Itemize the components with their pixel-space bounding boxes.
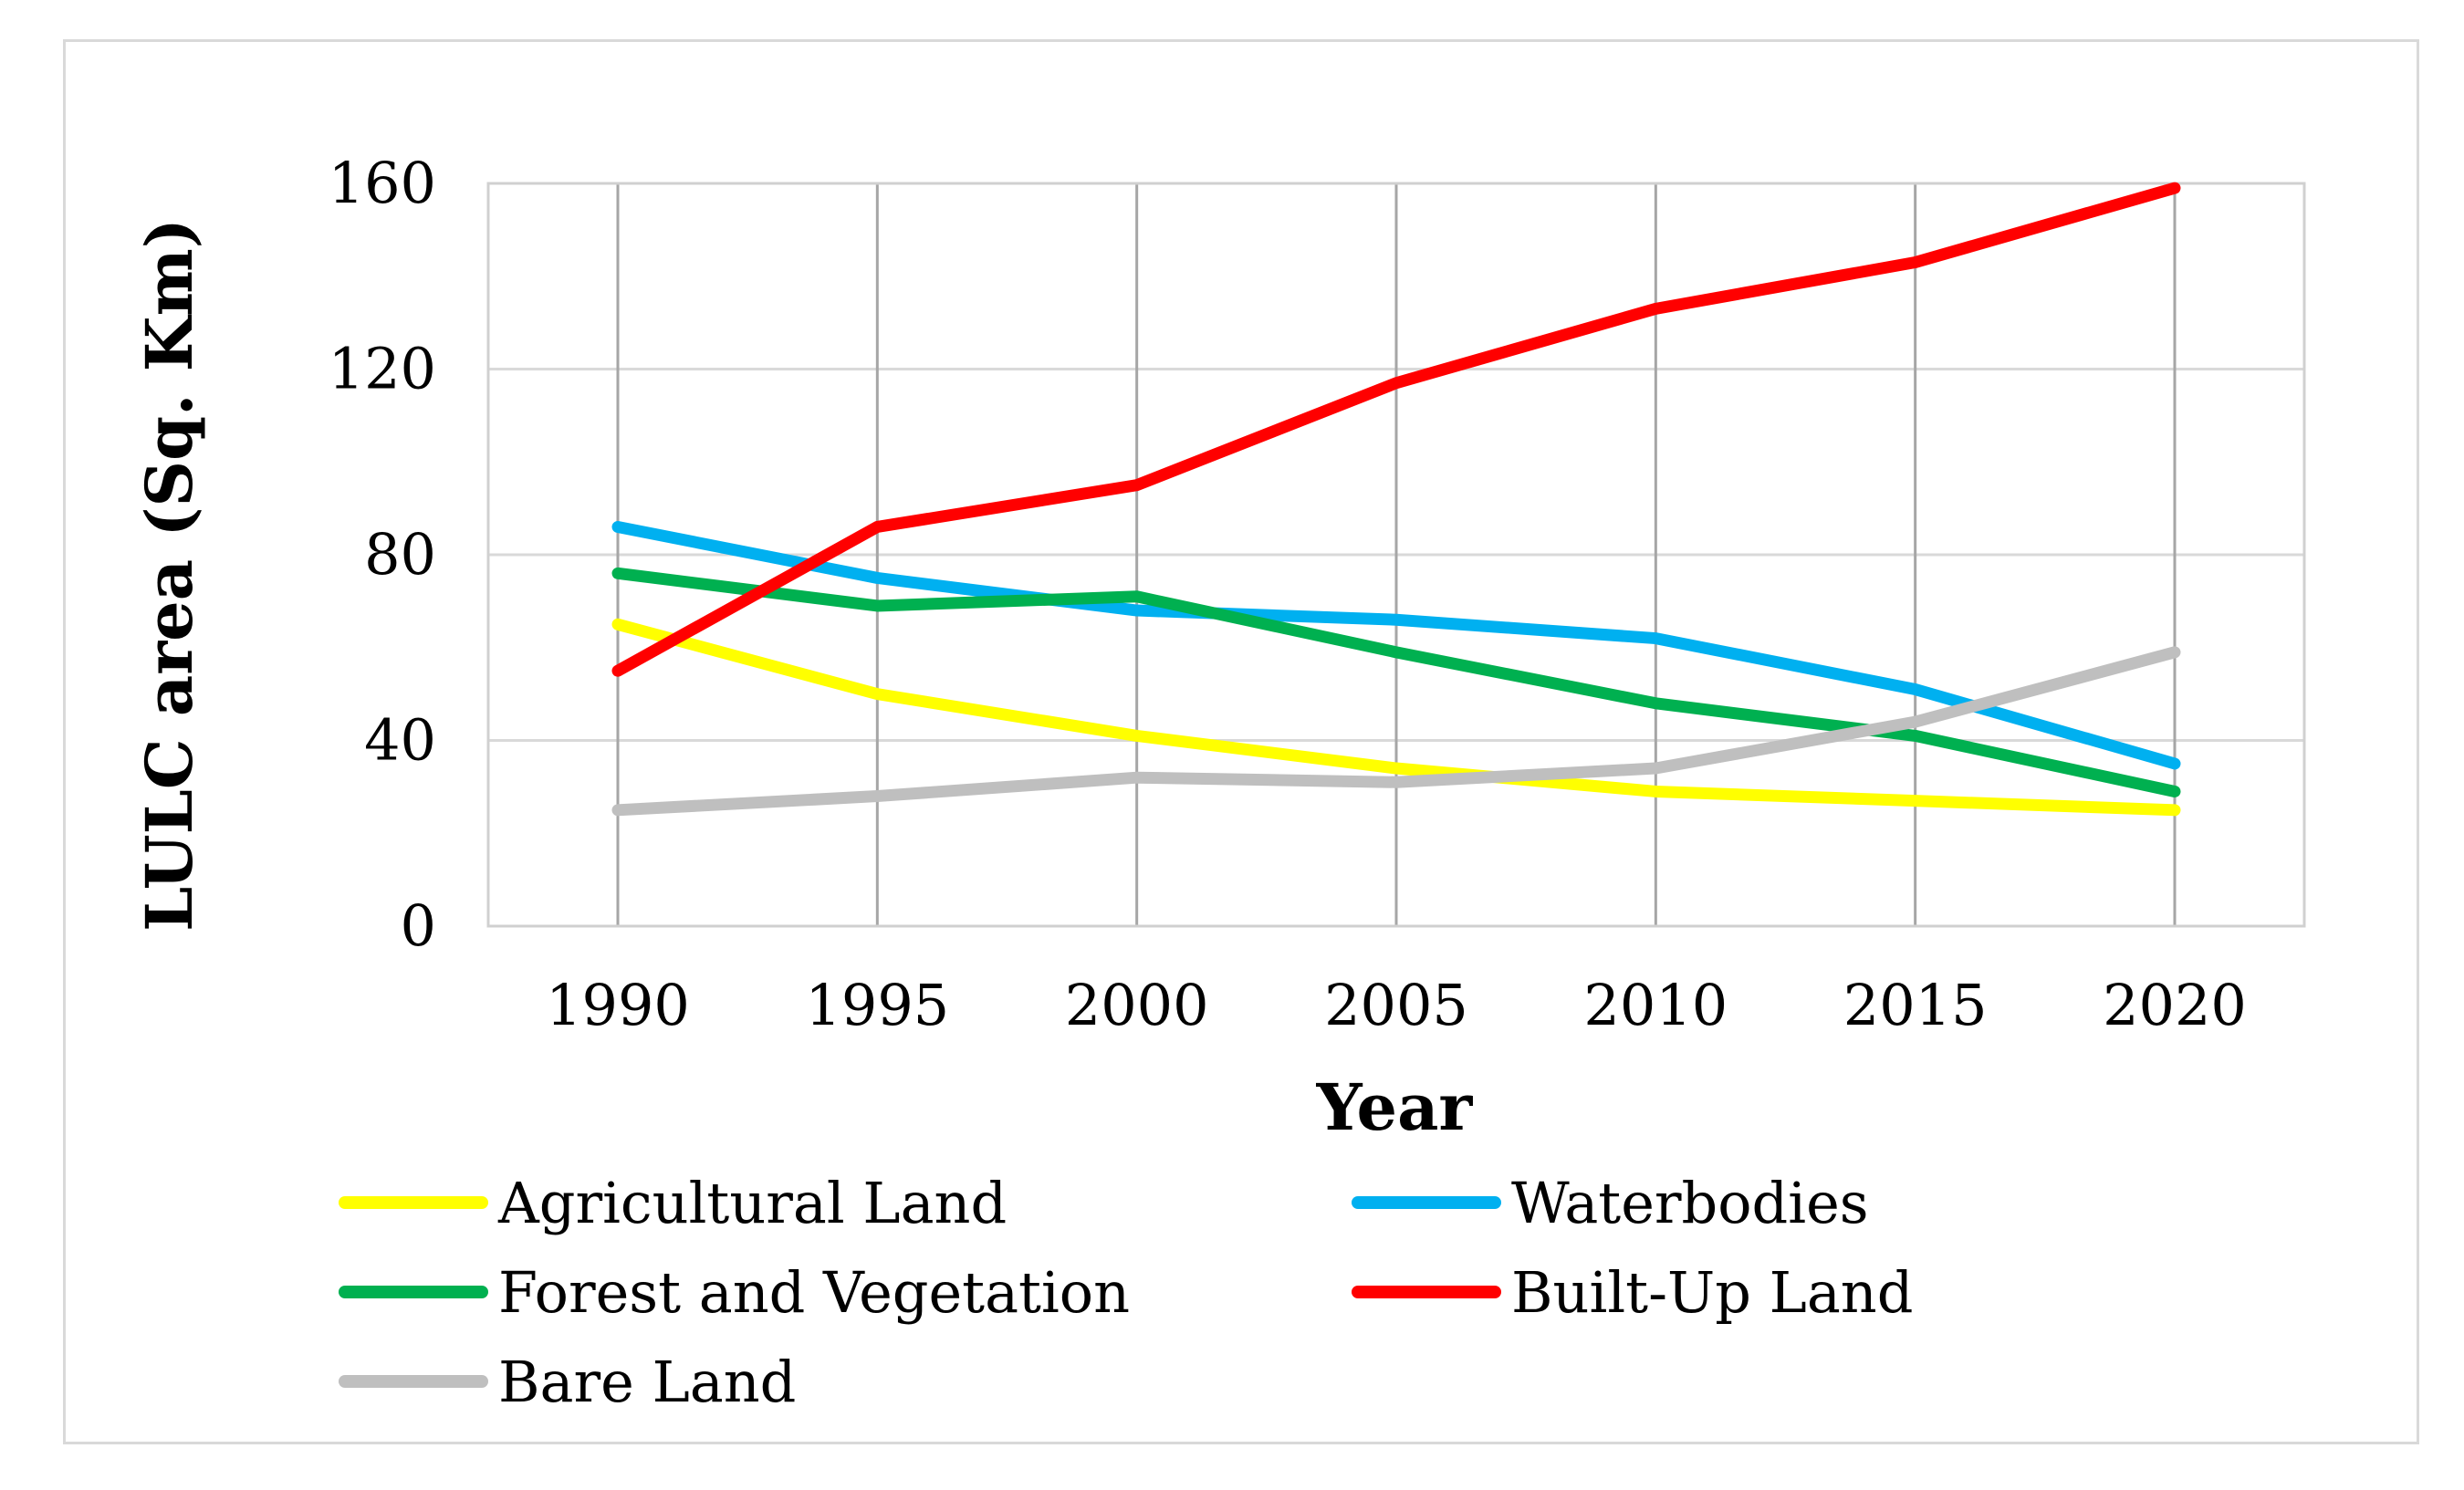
x-tick-label: 2020 [2103, 972, 2247, 1038]
legend-item-waterbodies: Waterbodies [1352, 1170, 1869, 1236]
legend-item-forest-and-vegetation: Forest and Vegetation [339, 1259, 1130, 1326]
x-tick-label: 1995 [805, 972, 949, 1038]
series-line-bare-land [611, 646, 2181, 817]
x-axis-ticks: 1990 1995 2000 2005 2010 2015 2020 [546, 972, 2247, 1038]
legend-label: Bare Land [498, 1349, 796, 1415]
y-tick-label: 80 [364, 521, 436, 588]
legend-label: Agricultural Land [497, 1170, 1007, 1236]
y-tick-label: 0 [401, 892, 436, 959]
x-axis-title: Year [1316, 1069, 1474, 1145]
legend-label: Built-Up Land [1511, 1259, 1913, 1326]
legend-item-built-up-land: Built-Up Land [1352, 1259, 1913, 1326]
y-axis-ticks: 0 40 80 120 160 [329, 150, 436, 959]
legend-label: Waterbodies [1511, 1170, 1869, 1236]
series-line-built-up-land [611, 182, 2181, 677]
y-tick-label: 160 [329, 150, 436, 216]
y-tick-label: 120 [329, 336, 436, 402]
x-tick-label: 2005 [1324, 972, 1468, 1038]
x-tick-label: 2000 [1065, 972, 1209, 1038]
series-line-agricultural-land [611, 618, 2181, 817]
legend-item-agricultural-land: Agricultural Land [339, 1170, 1007, 1236]
series-line-waterbodies [611, 520, 2181, 770]
y-axis-title: LULC area (Sq. Km) [131, 218, 207, 932]
x-tick-label: 2015 [1843, 972, 1988, 1038]
legend-item-bare-land: Bare Land [339, 1349, 796, 1415]
series-line-forest-and-vegetation [611, 567, 2181, 797]
series-lines [611, 182, 2181, 817]
plot-area-border [486, 182, 2306, 928]
x-tick-label: 2010 [1583, 972, 1728, 1038]
legend: Agricultural Land Waterbodies Forest and V… [339, 1170, 1913, 1415]
legend-label: Forest and Vegetation [498, 1259, 1130, 1326]
y-tick-label: 40 [364, 707, 436, 774]
x-tick-label: 1990 [546, 972, 690, 1038]
